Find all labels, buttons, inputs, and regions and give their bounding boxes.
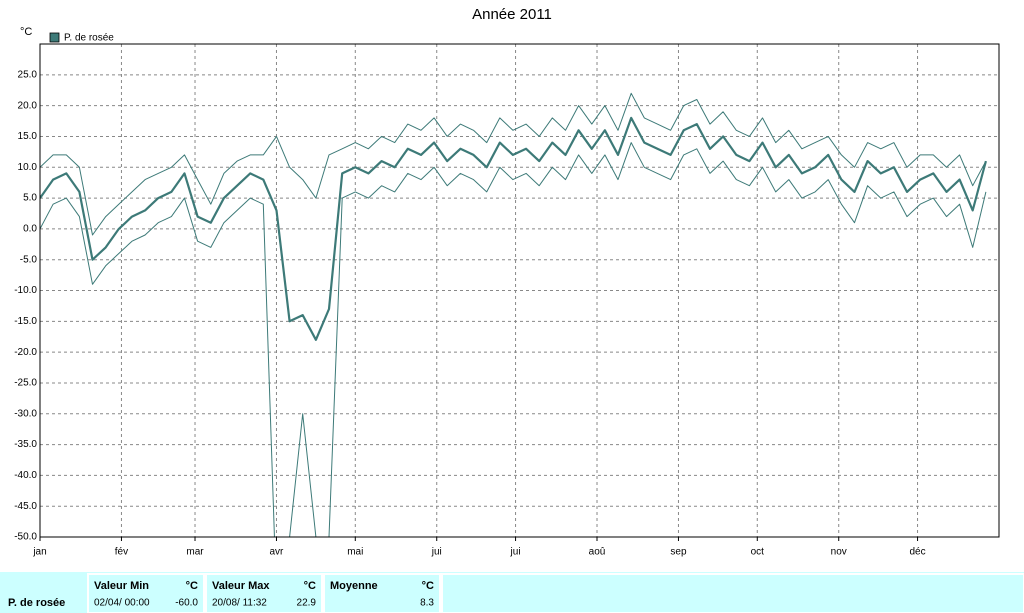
legend-label: P. de rosée <box>64 33 114 44</box>
y-tick-label: 15.0 <box>18 131 38 142</box>
stats-value: 22.9 <box>297 598 317 609</box>
stats-value: -60.0 <box>175 598 198 609</box>
y-tick-label: 10.0 <box>18 162 38 173</box>
x-tick-label: jui <box>510 547 521 558</box>
line-low <box>40 142 987 537</box>
x-tick-label: nov <box>831 547 847 558</box>
stats-header: Moyenne <box>330 580 378 592</box>
stats-date: 02/04/ 00:00 <box>94 598 150 609</box>
y-tick-label: -30.0 <box>14 408 37 419</box>
y-tick-label: -50.0 <box>14 532 37 543</box>
stats-value: 8.3 <box>420 598 434 609</box>
plot-frame <box>39 43 1000 538</box>
y-tick-label: 0.0 <box>23 224 37 235</box>
stats-unit: °C <box>186 580 198 592</box>
x-tick-label: oct <box>751 547 765 558</box>
stats-unit: °C <box>304 580 316 592</box>
y-tick-label: -45.0 <box>14 501 37 512</box>
y-tick-label: -40.0 <box>14 470 37 481</box>
stats-cell <box>441 573 1024 613</box>
x-tick-label: fév <box>115 547 128 558</box>
y-tick-label: 25.0 <box>18 69 38 80</box>
x-tick-label: déc <box>909 547 925 558</box>
y-tick-label: -35.0 <box>14 439 37 450</box>
y-tick-label: -15.0 <box>14 316 37 327</box>
chart-title: Année 2011 <box>472 6 552 23</box>
y-tick-label: -20.0 <box>14 347 37 358</box>
stats-cell <box>205 573 323 613</box>
stats-date: 20/08/ 11:32 <box>212 598 267 609</box>
x-tick-label: avr <box>270 547 285 558</box>
stats-header: Valeur Max <box>212 580 270 592</box>
line-high <box>40 92 987 236</box>
x-tick-label: sep <box>670 547 687 558</box>
stats-cell <box>323 573 441 613</box>
y-tick-label: 5.0 <box>23 193 37 204</box>
line <box>40 116 987 341</box>
x-tick-label: jan <box>32 547 46 558</box>
stats-unit: °C <box>422 580 434 592</box>
stats-header: Valeur Min <box>94 580 149 592</box>
x-tick-label: aoû <box>589 547 606 558</box>
y-tick-label: -25.0 <box>14 378 37 389</box>
y-tick-label: 20.0 <box>18 100 38 111</box>
stats-cell <box>87 573 205 613</box>
stats-label: P. de rosée <box>8 597 65 609</box>
y-tick-label: -5.0 <box>20 254 38 265</box>
y-tick-label: -10.0 <box>14 285 37 296</box>
y-unit: °C <box>20 26 32 38</box>
x-tick-label: mar <box>186 547 204 558</box>
x-tick-label: mai <box>347 547 363 558</box>
x-tick-label: jui <box>431 547 442 558</box>
legend-swatch <box>49 32 60 43</box>
